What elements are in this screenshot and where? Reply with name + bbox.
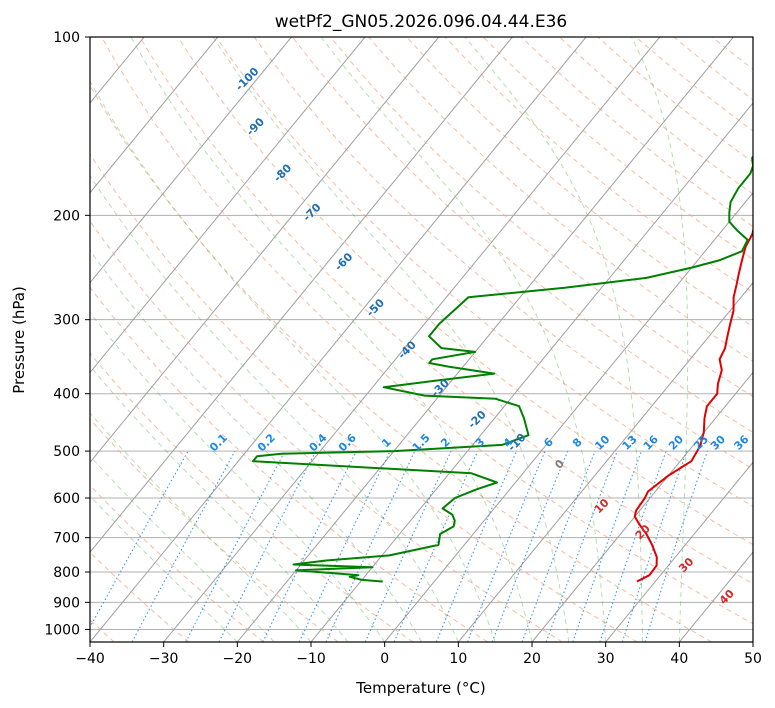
moist-adiabat-line [464, 37, 643, 642]
isotherm-line [90, 37, 587, 642]
sounding-profiles [252, 155, 753, 583]
mixing-ratio-line [435, 450, 518, 642]
y-tick-label: 400 [53, 387, 80, 403]
x-tick-label: 50 [744, 651, 762, 667]
dry-adiabat-line [90, 484, 264, 642]
isotherm-line [457, 281, 753, 642]
dry-adiabat-line [292, 37, 753, 433]
x-tick-label: −40 [75, 651, 105, 667]
y-tick-label: 700 [53, 531, 80, 547]
moist-adiabat-line [90, 455, 275, 642]
x-axis-title: Temperature (°C) [355, 679, 485, 697]
x-tick-label: −30 [149, 651, 179, 667]
mixing-ratio-line [218, 450, 317, 642]
dry-adiabat-line [90, 286, 488, 642]
x-tick-label: −10 [296, 651, 326, 667]
mixing-ratio-line [572, 450, 643, 642]
isotherm-line [90, 37, 292, 284]
moist-adiabat-line [212, 37, 570, 642]
plot-frame [89, 36, 754, 643]
dry-adiabat-line [90, 352, 414, 642]
x-tick-label: −20 [223, 651, 253, 667]
mixing-ratio-line [521, 450, 596, 642]
dry-adiabat-line [90, 153, 638, 642]
dry-adiabat-line [215, 37, 753, 507]
isotherm-line [531, 371, 753, 642]
temperature-profile-line [633, 226, 753, 583]
dry-adiabat-line [139, 37, 753, 585]
mixing-ratio-line [545, 450, 618, 642]
moist-adiabat-line [90, 495, 238, 642]
moist-adiabat-line [90, 311, 386, 642]
dry-adiabat-line [406, 37, 753, 328]
dry-adiabat-line [101, 37, 753, 625]
mixing-ratio-line [621, 450, 688, 642]
mixing-ratio-line [644, 450, 708, 642]
isotherm-line [605, 461, 753, 642]
moist-adiabat-line [631, 37, 689, 642]
mixing-ratio-line [491, 450, 569, 642]
isotherm-line [90, 37, 366, 374]
y-axis-title: Pressure (hPa) [10, 286, 28, 394]
moist-adiabat-line [130, 37, 533, 642]
mixing-ratio-line [393, 450, 479, 642]
y-tick-label: 300 [53, 313, 80, 329]
dry-adiabat-line [368, 37, 753, 362]
isotherm-line [90, 37, 513, 553]
axes: −40 −30 −20 −10 0 10 20 30 40 50 100 200 300 400 500 60… [44, 30, 762, 667]
x-tick-label: 10 [449, 651, 467, 667]
moist-adiabat-line [90, 412, 312, 642]
y-tick-label: 600 [53, 491, 80, 507]
y-tick-label: 900 [53, 595, 80, 611]
isotherm-line [236, 37, 734, 642]
moist-adiabat-line [90, 249, 422, 642]
y-tick-label: 200 [53, 208, 80, 224]
chart-title: wetPf2_GN05.2026.096.04.44.E36 [275, 12, 567, 32]
mixing-ratio-line [131, 450, 236, 642]
dry-adiabat-line [90, 551, 190, 642]
mixing-ratio-line [90, 450, 189, 629]
x-tick-label: 40 [670, 651, 688, 667]
dewpoint-profile-line [252, 155, 753, 583]
y-tick-label: 800 [53, 565, 80, 581]
x-tick-label: 30 [597, 651, 615, 667]
isotherm-line [90, 37, 440, 464]
mixing-ratio-line [466, 450, 546, 642]
y-tick-label: 1000 [44, 622, 80, 638]
moist-adiabat-line [90, 365, 349, 642]
mixing-ratio-line [599, 450, 667, 642]
isotherm-line [310, 102, 753, 642]
isotherm-line [163, 37, 661, 642]
x-tick-label: 20 [523, 651, 541, 667]
mixing-ratio-line [364, 450, 452, 642]
moist-adiabat-line [320, 37, 607, 642]
moist-adiabat-line [90, 80, 496, 642]
moist-adiabat-line [90, 174, 459, 642]
isotherm-line [384, 192, 753, 642]
isotherm-line [90, 37, 219, 194]
dry-adiabat-line [90, 220, 563, 642]
background-lines [90, 37, 753, 642]
y-tick-label: 500 [53, 444, 80, 460]
y-tick-label: 100 [53, 30, 80, 46]
x-tick-label: 0 [380, 651, 389, 667]
mixing-ratio-line [262, 450, 357, 642]
